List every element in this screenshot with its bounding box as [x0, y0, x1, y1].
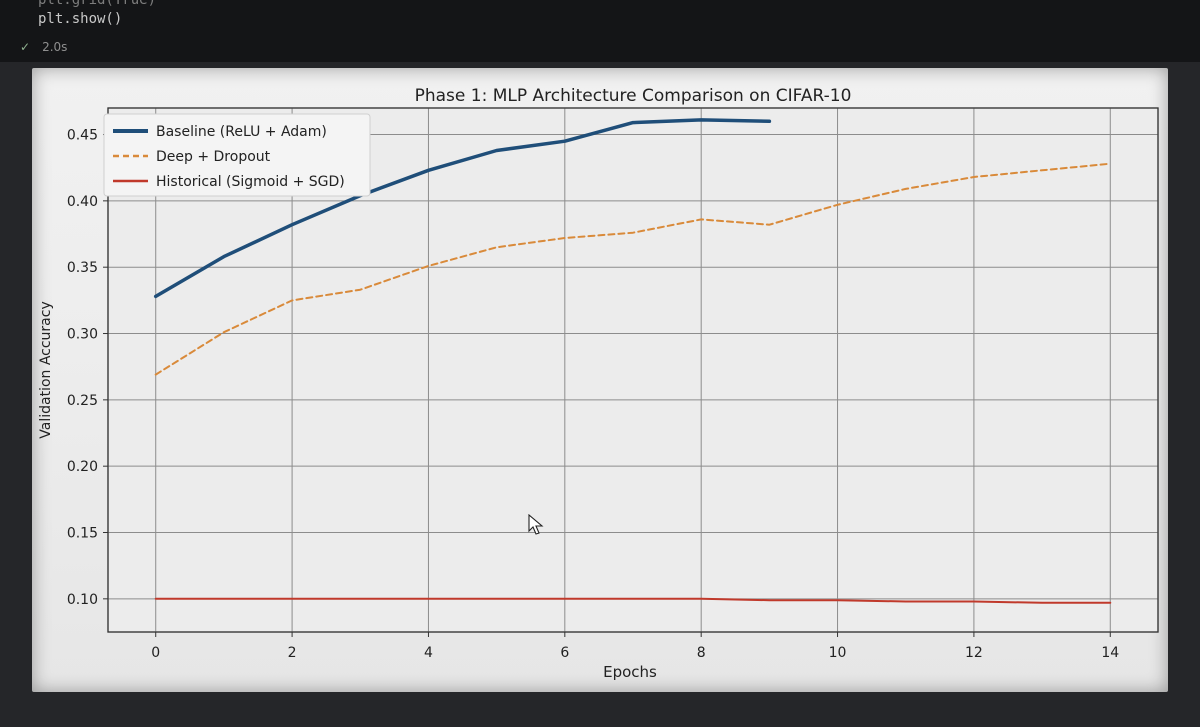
y-axis-label: Validation Accuracy — [38, 301, 54, 439]
y-tick-label: 0.45 — [67, 128, 98, 144]
legend-label-1: Baseline (ReLU + Adam) — [156, 124, 327, 140]
x-tick-label: 0 — [151, 645, 160, 661]
cell-run-status: ✓ 2.0s — [20, 40, 67, 54]
y-axis-ticks: 0.10 0.15 0.20 0.25 0.30 0.35 0.40 0.45 — [67, 128, 108, 608]
plot-frame — [107, 107, 1159, 633]
legend-label-2: Deep + Dropout — [156, 149, 271, 165]
mouse-cursor-icon — [528, 514, 544, 535]
legend: Baseline (ReLU + Adam) Deep + Dropout Hist… — [103, 113, 371, 197]
legend-label-3: Historical (Sigmoid + SGD) — [156, 174, 345, 190]
series-layer — [153, 118, 1112, 604]
series-line-3 — [154, 597, 1112, 604]
legend-box — [103, 113, 371, 197]
checkmark-icon: ✓ — [20, 40, 31, 54]
y-tick-label: 0.40 — [67, 194, 98, 210]
code-line-show: plt.show() — [38, 11, 123, 27]
x-tick-label: 2 — [288, 645, 297, 661]
code-line-grid: plt.grid(True) — [38, 0, 157, 8]
x-tick-label: 10 — [829, 645, 847, 661]
x-tick-label: 12 — [965, 645, 983, 661]
y-tick-label: 0.25 — [67, 393, 98, 409]
x-tick-label: 8 — [697, 645, 706, 661]
x-tick-label: 14 — [1101, 645, 1119, 661]
chart-title: Phase 1: MLP Architecture Comparison on … — [415, 86, 852, 106]
x-tick-label: 4 — [424, 645, 433, 661]
x-tick-label: 6 — [560, 645, 569, 661]
x-axis-label: Epochs — [603, 663, 657, 681]
y-tick-label: 0.30 — [67, 327, 98, 343]
y-tick-label: 0.15 — [67, 526, 98, 542]
y-tick-label: 0.35 — [67, 260, 98, 276]
x-axis-ticks: 0 2 4 6 8 10 12 14 — [151, 632, 1119, 661]
y-tick-label: 0.20 — [67, 459, 98, 475]
series-line-1 — [153, 118, 772, 299]
series-line-2 — [154, 162, 1112, 376]
y-tick-label: 0.10 — [67, 592, 98, 608]
code-cell: plt.grid(True) plt.show() ✓ 2.0s — [0, 0, 1200, 62]
run-time: 2.0s — [42, 40, 68, 54]
